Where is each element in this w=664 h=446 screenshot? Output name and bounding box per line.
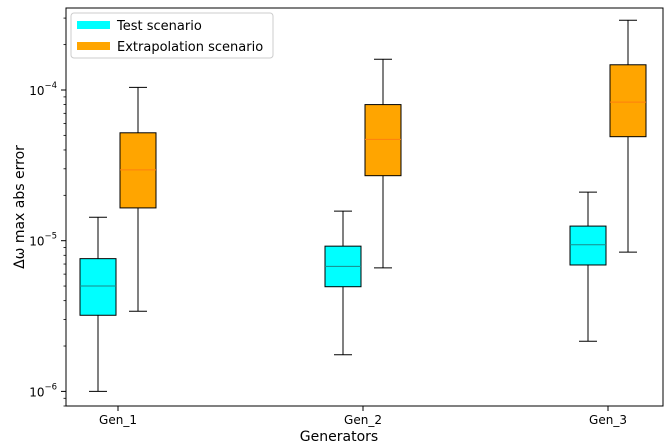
y-axis-label: Δω max abs error: [12, 145, 28, 269]
y-tick-label: 10−4: [29, 81, 57, 98]
x-tick-label: Gen_2: [344, 413, 382, 427]
box-extrapolation-gen-2: [364, 58, 402, 269]
legend-label: Extrapolation scenario: [117, 40, 263, 55]
plot-frame: [65, 7, 664, 407]
iqr-box: [364, 104, 402, 177]
legend-swatch: [77, 21, 110, 29]
y-tick-label: 10−6: [29, 382, 57, 399]
box-test-gen-1: [79, 216, 117, 392]
x-tick-label: Gen_3: [589, 413, 627, 427]
box-test-gen-3: [569, 191, 607, 342]
x-tick-label: Gen_1: [99, 413, 137, 427]
iqr-box: [569, 225, 607, 266]
box-extrapolation-gen-3: [609, 19, 647, 253]
legend: Test scenario Extrapolation scenario: [70, 12, 274, 59]
box-extrapolation-gen-1: [119, 86, 157, 312]
y-tick-label: 10−5: [29, 232, 57, 249]
box-test-gen-2: [324, 210, 362, 356]
legend-swatch: [77, 42, 110, 50]
iqr-box: [79, 258, 117, 316]
legend-frame: [70, 12, 274, 59]
x-axis-label: Generators: [300, 429, 378, 445]
legend-label: Test scenario: [116, 19, 202, 34]
iqr-box: [609, 64, 647, 138]
